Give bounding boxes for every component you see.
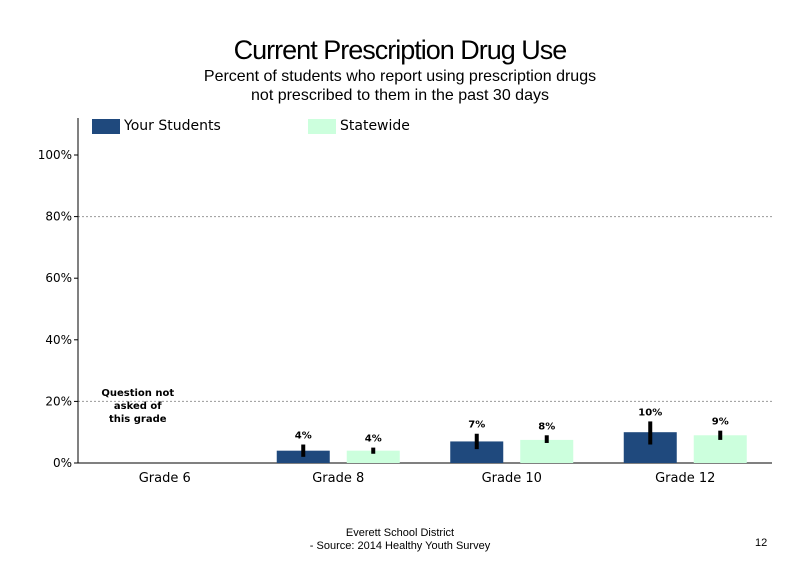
footer-district: Everett School District — [345, 527, 455, 539]
x-tick-label: Grade 10 — [482, 471, 542, 486]
y-tick-label: 40% — [45, 333, 72, 347]
chart-subtitle: Percent of students who report using pre… — [203, 68, 597, 104]
bar — [520, 439, 574, 463]
x-axis-labels: Grade 6 Grade 8 Grade 10 Grade 12 — [139, 471, 716, 486]
footer-source: - Source: 2014 Healthy Youth Survey — [309, 540, 491, 552]
data-label: 4% — [295, 431, 312, 442]
x-tick-label: Grade 12 — [655, 471, 715, 486]
bar — [346, 450, 400, 463]
annotation-line: this grade — [109, 414, 167, 425]
y-tick-label: 100% — [38, 148, 72, 162]
y-tick-label: 60% — [45, 271, 72, 285]
annotation-line: Question not — [101, 388, 174, 399]
legend-label-your-students: Your Students — [124, 118, 221, 134]
axes — [77, 118, 772, 464]
annotation-line: asked of — [114, 401, 162, 412]
data-label: 8% — [538, 421, 555, 432]
x-tick-label: Grade 6 — [139, 471, 191, 486]
bar — [450, 441, 504, 463]
footer: Everett School District - Source: 2014 H… — [250, 527, 550, 553]
legend-swatch-your-students — [92, 118, 120, 134]
y-tick-label: 20% — [45, 394, 72, 408]
y-tick-label: 0% — [53, 456, 72, 470]
legend-item-your-students: Your Students — [92, 117, 221, 135]
legend-item-statewide: Statewide — [308, 117, 410, 135]
x-tick-label: Grade 8 — [312, 471, 364, 486]
gridlines — [78, 216, 772, 402]
data-label: 9% — [712, 417, 729, 428]
data-label: 4% — [365, 434, 382, 445]
data-label: 7% — [468, 420, 485, 431]
legend-swatch-statewide — [308, 118, 336, 134]
legend-label-statewide: Statewide — [340, 118, 410, 134]
error-bars — [301, 421, 723, 457]
chart-title: Current Prescription Drug Use — [233, 35, 568, 65]
y-tick-label: 80% — [45, 210, 72, 224]
data-label: 10% — [638, 407, 662, 418]
page-number: 12 — [755, 537, 768, 549]
y-axis-ticks: 0% 20% 40% 60% 80% 100% — [38, 148, 78, 470]
bars — [276, 432, 747, 463]
data-labels: 4% 4% 7% 8% 10% 9% — [295, 407, 729, 444]
annotation: Question not asked of this grade — [101, 388, 174, 425]
